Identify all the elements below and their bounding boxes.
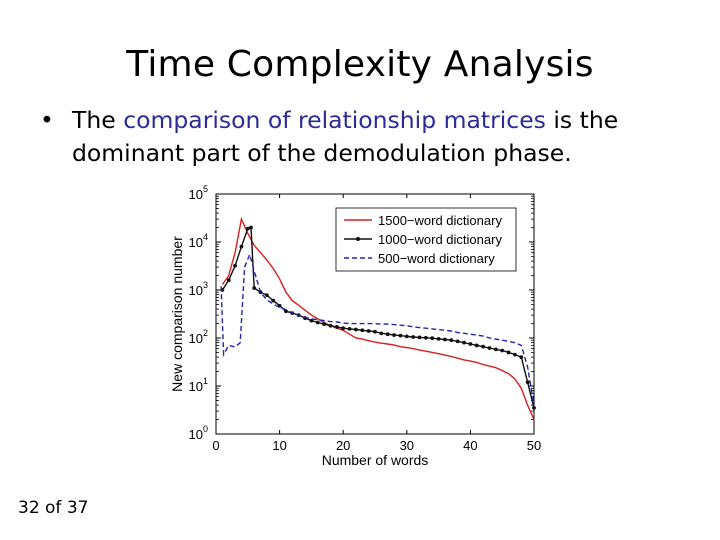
page-number: 32 of 37 [18, 498, 89, 518]
y-tick-label: 101 [189, 376, 208, 394]
data-point [532, 405, 536, 410]
y-tick-label: 105 [189, 184, 208, 202]
data-point [462, 340, 466, 345]
x-tick-label: 20 [336, 438, 350, 453]
bullet-text-suffix: is the dominant part of the demodulation… [72, 106, 619, 167]
data-point [500, 348, 505, 353]
data-point [239, 244, 244, 249]
data-point [506, 350, 511, 355]
comparison-chart: 0 10 20 30 40 50 100 101 102 103 104 105 Number of w… [169, 184, 541, 468]
data-point [417, 335, 422, 340]
data-point [513, 352, 517, 357]
data-point [328, 323, 333, 328]
x-tick-label: 30 [400, 438, 414, 453]
data-point [392, 333, 396, 337]
data-point [468, 342, 473, 346]
bullet-dot-icon: • [40, 106, 54, 134]
y-tick-label: 103 [189, 280, 208, 298]
legend-box [335, 207, 517, 272]
data-point [271, 298, 276, 303]
data-point [525, 380, 530, 385]
data-point [315, 320, 320, 325]
data-point [284, 309, 288, 314]
bullet-text: The comparison of relationship matrices … [72, 104, 700, 170]
series-line-2 [220, 252, 535, 406]
data-point [347, 326, 352, 331]
data-point [404, 334, 409, 339]
y-tick-label: 104 [189, 232, 208, 250]
data-point [493, 347, 498, 352]
x-tick-label: 10 [272, 438, 286, 453]
bullet-text-highlight: comparison of relationship matrices [123, 106, 546, 134]
data-point [481, 344, 486, 349]
data-point [334, 325, 339, 329]
slide-title: Time Complexity Analysis [126, 44, 594, 85]
x-axis-label: Number of words [322, 452, 429, 468]
data-point [436, 336, 441, 341]
x-tick-label: 40 [463, 438, 477, 453]
data-point [366, 329, 371, 333]
data-point [487, 346, 492, 350]
y-tick-label: 100 [189, 424, 208, 442]
data-point [245, 226, 250, 231]
data-point [423, 335, 428, 340]
plot-frame [215, 193, 535, 435]
data-point [519, 355, 524, 360]
data-point [449, 338, 454, 343]
y-axis-label: New comparison number [169, 236, 185, 392]
data-point [474, 343, 479, 348]
data-point [373, 329, 377, 334]
legend-label: 1500−word dictionary [378, 213, 502, 228]
data-point [264, 293, 269, 298]
data-point [360, 328, 365, 333]
legend-label: 1000−word dictionary [378, 232, 502, 247]
legend-marker [356, 237, 360, 241]
data-point [443, 337, 447, 342]
data-point [398, 333, 403, 338]
bullet-text-prefix: The [72, 106, 124, 134]
data-point [233, 263, 237, 268]
data-point [385, 332, 390, 337]
data-point [249, 225, 253, 230]
data-point [430, 336, 435, 341]
data-point [411, 335, 416, 339]
data-point [252, 286, 257, 290]
x-tick-label: 50 [527, 438, 541, 453]
data-point [379, 331, 384, 336]
data-point [322, 322, 327, 326]
y-tick-label: 102 [189, 328, 208, 346]
data-point [341, 326, 346, 331]
data-point [455, 339, 460, 344]
data-point [354, 327, 358, 332]
series-line-0 [221, 216, 535, 420]
legend-label: 500−word dictionary [378, 251, 495, 266]
x-tick-label: 0 [212, 438, 219, 453]
data-point [226, 278, 231, 283]
bullet-point: • The comparison of relationship matrice… [40, 104, 700, 170]
